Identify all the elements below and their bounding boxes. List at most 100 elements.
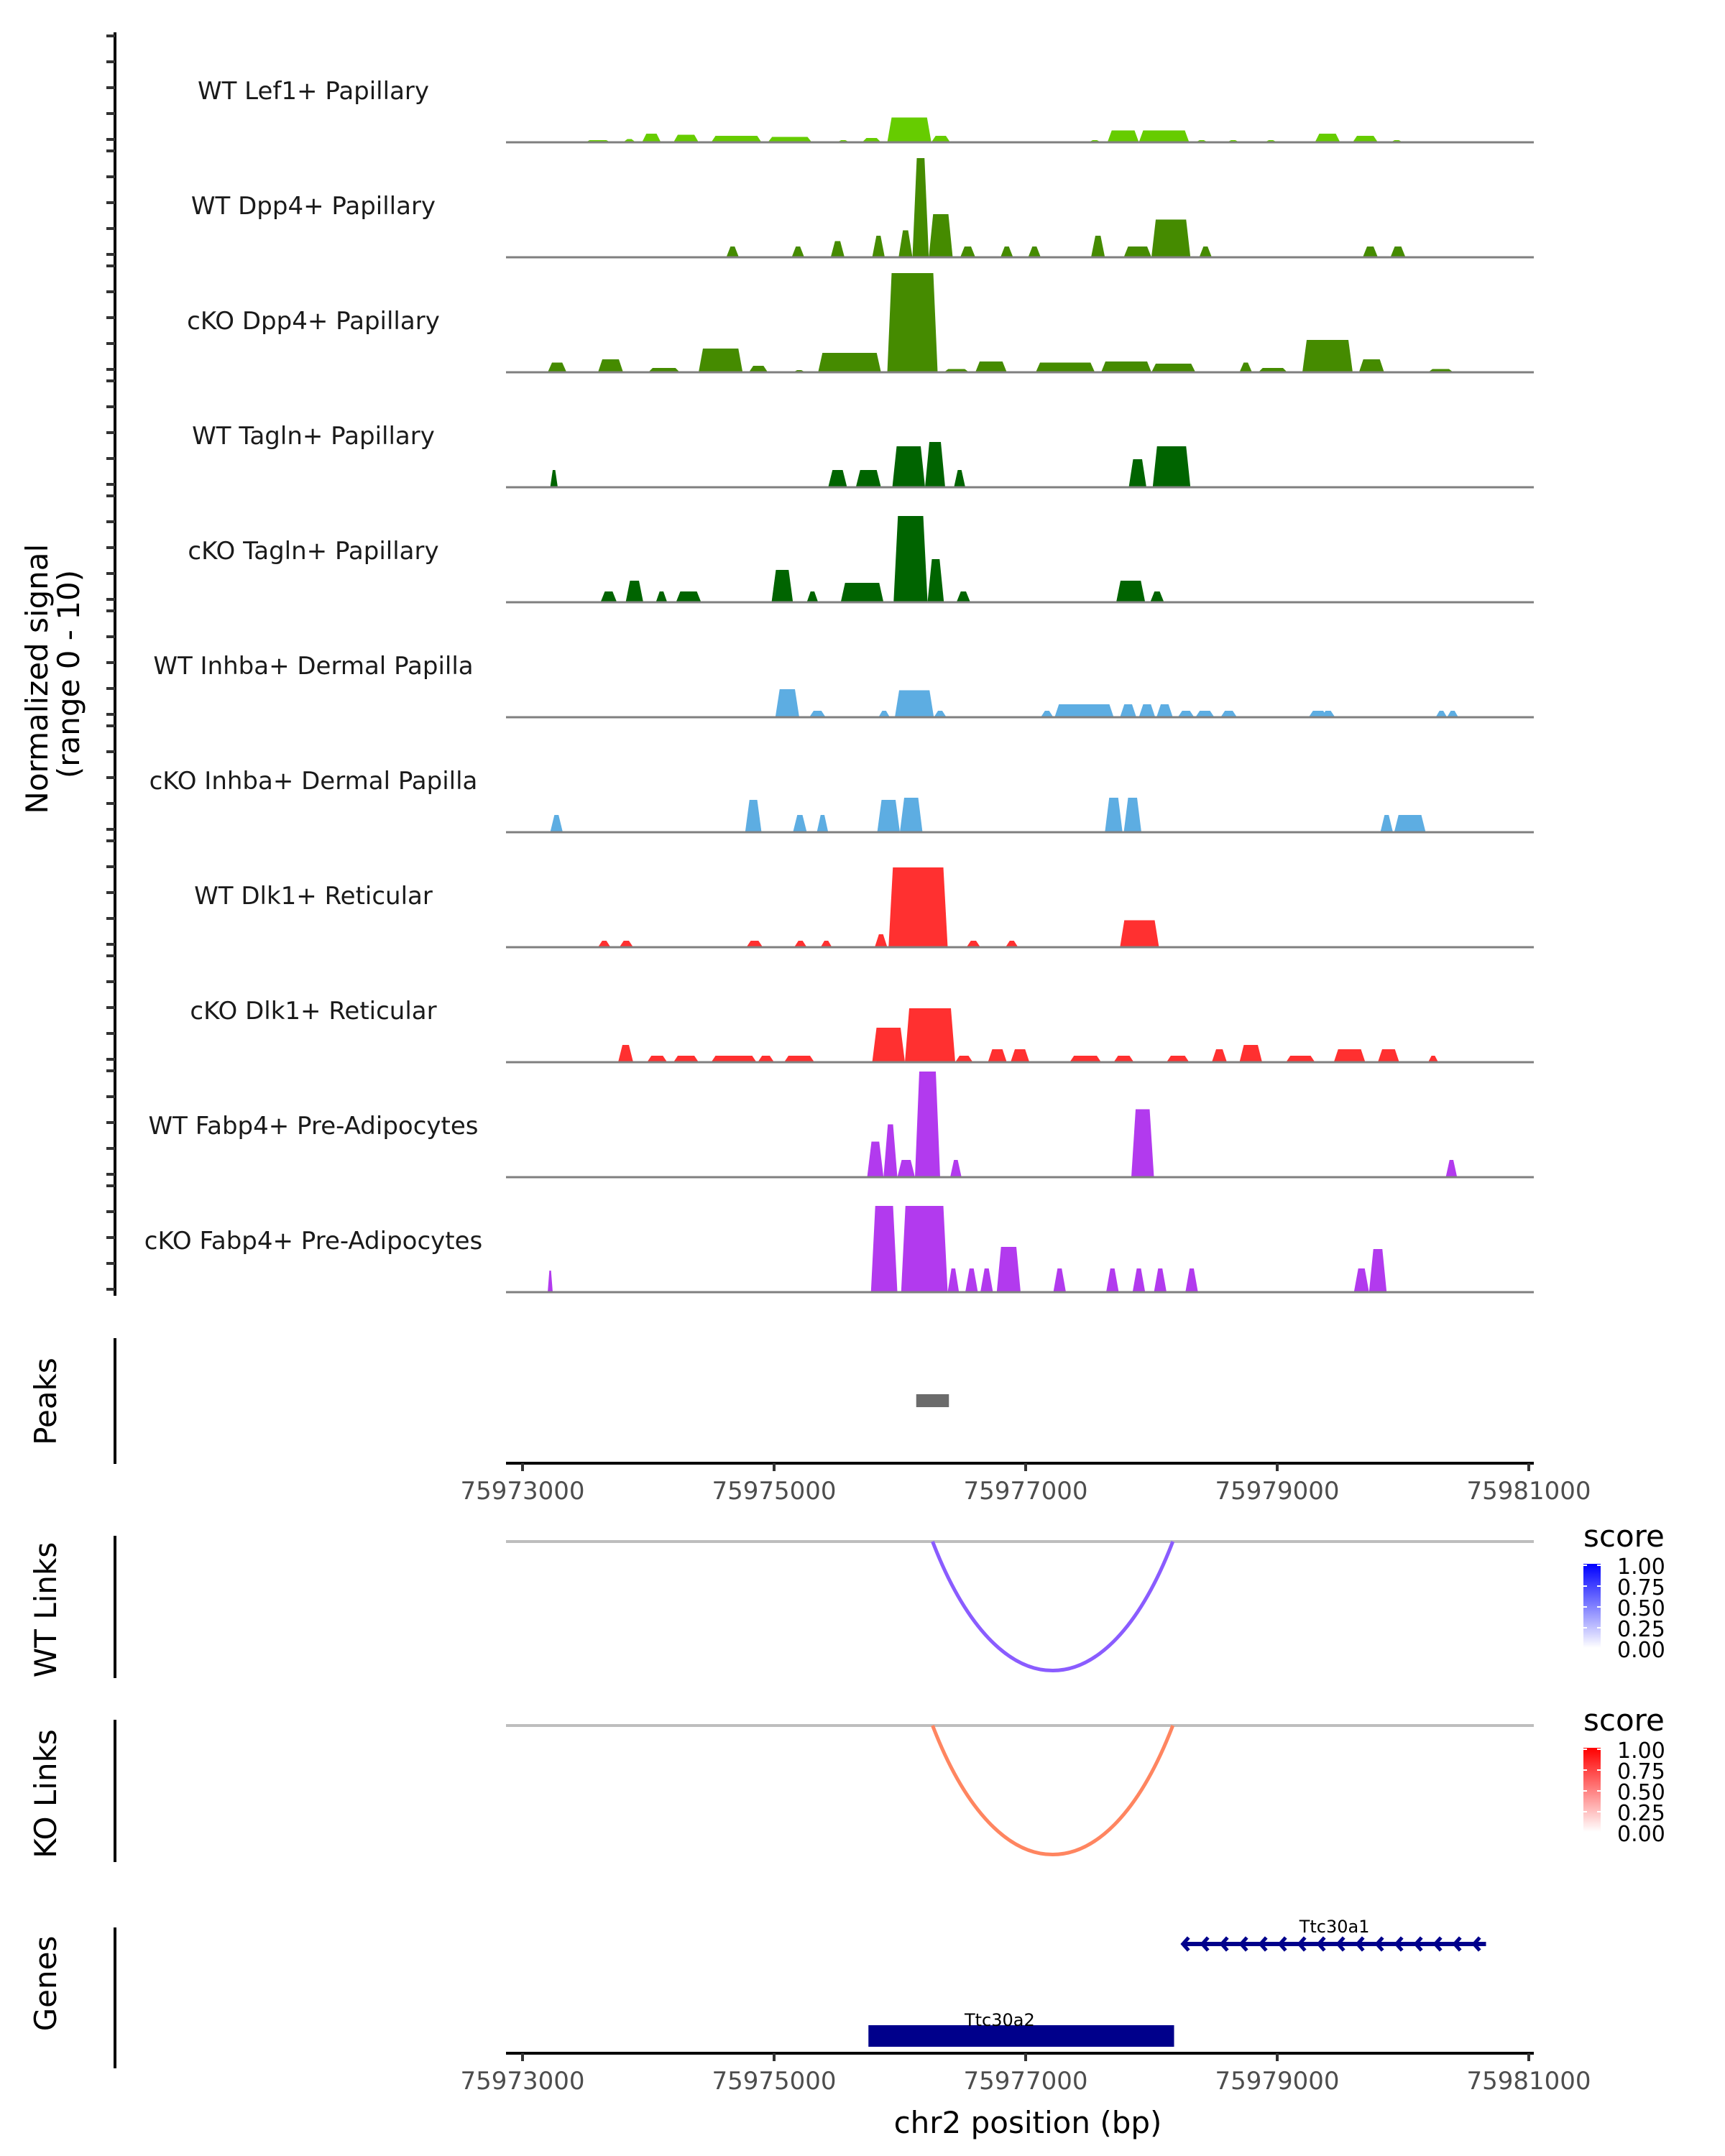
coverage-area xyxy=(1353,136,1378,142)
link-track-label: WT Links xyxy=(28,1542,63,1677)
coverage-area xyxy=(1041,711,1054,717)
coverage-area xyxy=(996,1247,1021,1292)
y-axis-title: Normalized signal (range 0 - 10) xyxy=(19,534,86,814)
strand-arrow-icon xyxy=(1335,1936,1346,1952)
coverage-area xyxy=(1185,1268,1198,1292)
coverage-area xyxy=(1116,581,1146,602)
track-label: WT Dlk1+ Reticular xyxy=(194,882,433,911)
coverage-area xyxy=(600,591,617,602)
coverage-area xyxy=(872,1028,905,1062)
strand-arrow-icon xyxy=(1200,1936,1210,1952)
track-label: WT Fabp4+ Pre-Adipocytes xyxy=(149,1112,479,1141)
genes-track: Ttc30a1 Ttc30a2 xyxy=(868,1917,1486,2047)
coverage-area xyxy=(673,1056,699,1062)
coverage-area xyxy=(711,1056,757,1062)
x-tick-label: 75977000 xyxy=(963,2067,1087,2096)
coverage-area xyxy=(1380,815,1393,832)
coverage-area xyxy=(550,815,563,832)
gene-label: Ttc30a2 xyxy=(964,2010,1035,2030)
coverage-area xyxy=(872,236,885,257)
coverage-area xyxy=(955,1056,973,1062)
coverage-area xyxy=(619,941,633,947)
legend-title: score xyxy=(1583,1519,1665,1554)
track-label: cKO Inhba+ Dermal Papilla xyxy=(150,767,478,796)
x-tick-label: 75979000 xyxy=(1215,1477,1339,1506)
coverage-area xyxy=(1138,130,1190,142)
coverage-area xyxy=(1333,1049,1366,1062)
coverage-area xyxy=(1156,704,1173,717)
track-label: cKO Dpp4+ Papillary xyxy=(187,307,440,336)
genes-track-label: Genes xyxy=(28,1936,63,2032)
coverage-area xyxy=(1363,247,1378,257)
coverage-area xyxy=(883,1124,898,1177)
coverage-area xyxy=(550,470,558,487)
coverage-area xyxy=(1036,362,1095,372)
coverage-area xyxy=(966,941,980,947)
coverage-area xyxy=(960,247,975,257)
coverage-area xyxy=(1315,134,1340,142)
coverage-area xyxy=(1394,815,1426,832)
coverage-area xyxy=(1128,459,1146,487)
coverage-track: cKO Inhba+ Dermal Papilla xyxy=(150,767,1534,834)
coverage-area xyxy=(1150,591,1164,602)
coverage-area xyxy=(887,117,932,142)
coverage-track: cKO Dpp4+ Papillary xyxy=(187,273,1534,374)
coverage-area xyxy=(699,349,743,372)
coverage-track: cKO Fabp4+ Pre-Adipocytes xyxy=(144,1206,1534,1294)
coverage-area xyxy=(1447,711,1458,717)
strand-arrow-icon xyxy=(1355,1936,1365,1952)
peaks-track-label: Peaks xyxy=(28,1358,63,1445)
legend-tick-label: 1.00 xyxy=(1617,1738,1665,1764)
strand-arrow-icon xyxy=(1219,1936,1229,1952)
coverage-area xyxy=(950,1160,962,1177)
coverage-area xyxy=(793,815,807,832)
coverage-area xyxy=(1368,1249,1387,1292)
gene-exon xyxy=(868,2025,1174,2047)
coverage-area xyxy=(892,446,925,487)
coverage-area xyxy=(905,1008,955,1062)
coverage-area xyxy=(1378,1049,1399,1062)
coverage-area xyxy=(548,1271,553,1292)
coverage-area xyxy=(820,941,832,947)
coverage-area xyxy=(1053,1268,1066,1292)
coverage-area xyxy=(775,689,799,717)
coverage-area xyxy=(1428,1056,1438,1062)
coverage-area xyxy=(647,1056,668,1062)
coverage-area xyxy=(954,470,965,487)
coverage-area xyxy=(598,359,623,372)
coverage-area xyxy=(1131,1109,1154,1177)
coverage-area xyxy=(1302,340,1353,372)
coverage-area xyxy=(1120,920,1159,947)
strand-arrow-icon xyxy=(1180,1936,1190,1952)
coverage-area xyxy=(1195,711,1215,717)
legend-tick-label: 0.50 xyxy=(1617,1596,1665,1621)
coverage-area xyxy=(1321,711,1335,717)
coverage-track: cKO Tagln+ Papillary xyxy=(188,516,1534,604)
x-axis-upper: 75973000 75975000 75977000 75979000 75981000 xyxy=(460,1462,1591,1506)
coverage-track: WT Dlk1+ Reticular xyxy=(194,867,1534,949)
coverage-area xyxy=(980,1268,993,1292)
coverage-area xyxy=(1101,361,1151,372)
x-axis-lower: 75973000 75975000 75977000 75979000 75981000 xyxy=(460,2052,1591,2096)
coverage-area xyxy=(895,690,934,717)
x-tick-label: 75973000 xyxy=(460,1477,584,1506)
coverage-area xyxy=(947,1268,960,1292)
legend-tick-label: 0.75 xyxy=(1617,1759,1665,1784)
x-tick-label: 75975000 xyxy=(712,2067,836,2096)
peaks-track xyxy=(916,1394,949,1407)
coverage-area xyxy=(975,361,1007,372)
coverage-area xyxy=(1120,704,1136,717)
coverage-area xyxy=(818,353,881,372)
strand-arrow-icon xyxy=(1394,1936,1404,1952)
coverage-area xyxy=(726,247,739,257)
coverage-area xyxy=(598,941,611,947)
coverage-area xyxy=(758,1056,774,1062)
coverage-area xyxy=(548,362,567,372)
coverage-area xyxy=(898,230,913,257)
x-axis-title: chr2 position (bp) xyxy=(894,2105,1162,2140)
coverage-area xyxy=(888,867,948,947)
